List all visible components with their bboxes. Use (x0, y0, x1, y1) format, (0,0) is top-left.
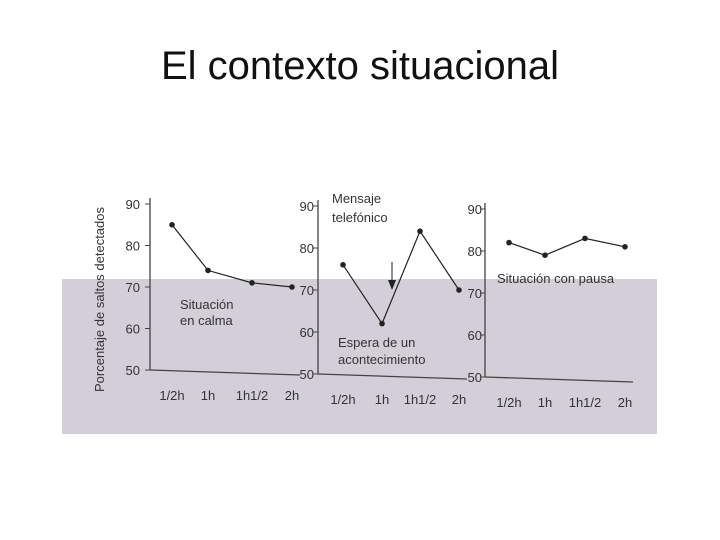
data-point (169, 221, 175, 228)
annotation-text: Mensaje (332, 191, 381, 206)
x-tick-label: 1/2h (330, 392, 355, 407)
data-point (379, 320, 385, 327)
annotation-arrow-head (388, 280, 396, 290)
y-tick-label: 80 (126, 239, 140, 254)
y-tick-label: 90 (126, 197, 140, 212)
data-point (289, 284, 295, 290)
data-point (249, 280, 255, 286)
data-point (622, 244, 628, 250)
slide-title: El contexto situacional (160, 44, 559, 88)
x-tick-label: 2h (285, 388, 299, 403)
annotation-text: Situación (180, 297, 233, 312)
series-line-3 (508, 237, 626, 256)
x-axis-line-3 (484, 376, 634, 383)
y-tick-label: 50 (468, 370, 482, 385)
annotation-text: telefónico (332, 210, 388, 225)
x-tick-label: 1h (538, 395, 552, 410)
y-axis-label: Porcentaje de saltos detectados (92, 206, 107, 392)
annotation-text: Situación con pausa (497, 271, 615, 286)
y-tick-label: 80 (300, 241, 314, 256)
x-tick-label: 1h (201, 388, 215, 403)
y-tick-label: 70 (300, 283, 314, 298)
annotation-text: acontecimiento (338, 352, 425, 367)
y-tick-label: 70 (468, 286, 482, 301)
x-tick-label: 2h (618, 395, 632, 410)
annotation-text: en calma (180, 313, 234, 328)
x-tick-label: 1h1/2 (569, 395, 602, 410)
data-point (456, 287, 462, 293)
y-tick-label: 50 (126, 363, 140, 378)
data-point (417, 228, 423, 234)
shaded-panel (62, 279, 657, 434)
data-point (205, 267, 211, 274)
x-tick-label: 1h1/2 (404, 392, 437, 407)
y-tick-label: 60 (468, 328, 482, 343)
x-tick-label: 1/2h (159, 388, 184, 403)
y-tick-label: 60 (300, 325, 314, 340)
series-line-2 (342, 229, 460, 325)
x-tick-label: 1h (375, 392, 389, 407)
x-axis-line-2 (317, 373, 468, 380)
y-tick-label: 70 (126, 280, 140, 295)
y-tick-label: 90 (468, 202, 482, 217)
series-line-1 (171, 224, 293, 288)
data-point (340, 262, 346, 268)
data-point (582, 235, 588, 242)
data-point (542, 252, 548, 258)
y-tick-label: 50 (300, 367, 314, 382)
x-tick-label: 1h1/2 (236, 388, 269, 403)
y-tick-label: 80 (468, 244, 482, 259)
x-axis-line-1 (149, 369, 301, 376)
x-tick-label: 1/2h (496, 395, 521, 410)
y-tick-label: 90 (300, 199, 314, 214)
y-tick-label: 60 (126, 322, 140, 337)
data-point (506, 239, 512, 246)
annotation-text: Espera de un (338, 335, 415, 350)
x-tick-label: 2h (452, 392, 466, 407)
